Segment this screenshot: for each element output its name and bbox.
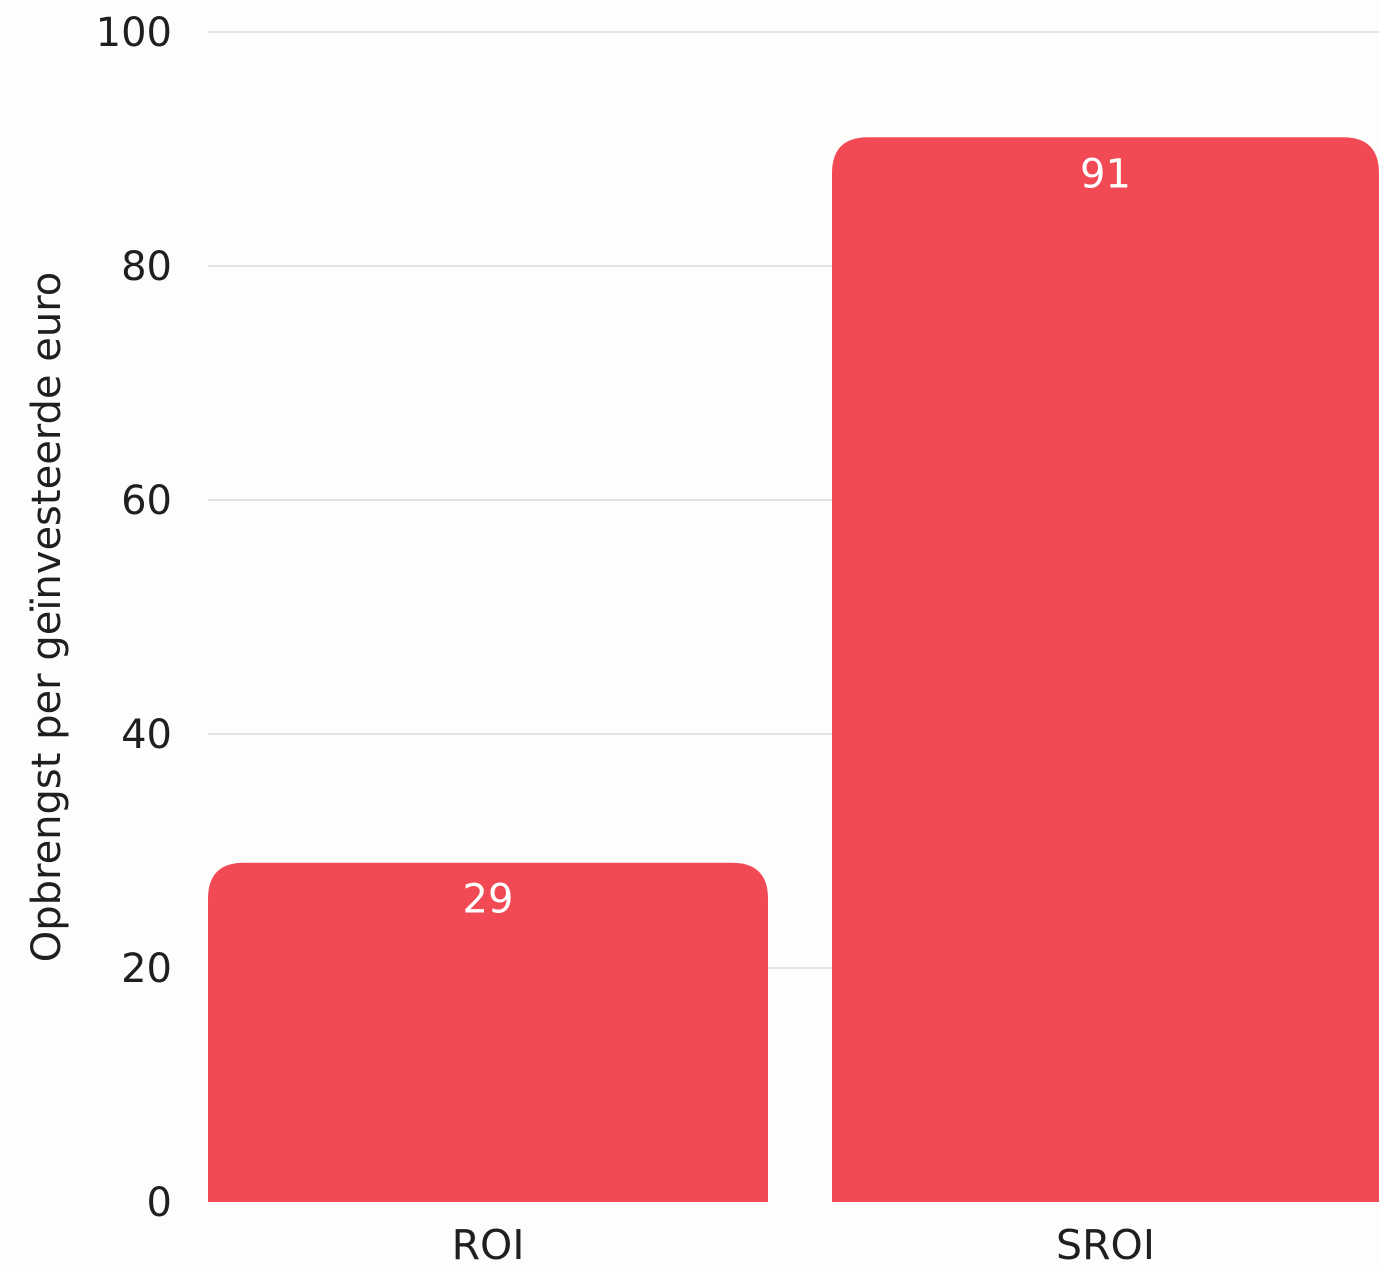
data-label-sroi: 91	[1080, 151, 1131, 197]
y-tick-label-40: 40	[121, 712, 172, 758]
y-axis-ticks: 0 20 40 60 80 100	[96, 10, 172, 1226]
y-tick-label-60: 60	[121, 478, 172, 524]
y-tick-label-20: 20	[121, 946, 172, 992]
y-tick-label-100: 100	[96, 10, 172, 56]
data-label-roi: 29	[463, 877, 514, 923]
bar-roi	[208, 862, 768, 1202]
x-axis-ticks: ROI SROI	[452, 1221, 1155, 1266]
bars: 29 91	[208, 137, 1379, 1202]
y-axis-title: Opbrengst per geïnvesteerde euro	[24, 272, 70, 963]
y-tick-label-0: 0	[147, 1180, 172, 1226]
y-tick-label-80: 80	[121, 244, 172, 290]
x-tick-label-sroi: SROI	[1056, 1221, 1155, 1266]
x-tick-label-roi: ROI	[452, 1221, 525, 1266]
bar-sroi	[832, 137, 1379, 1202]
